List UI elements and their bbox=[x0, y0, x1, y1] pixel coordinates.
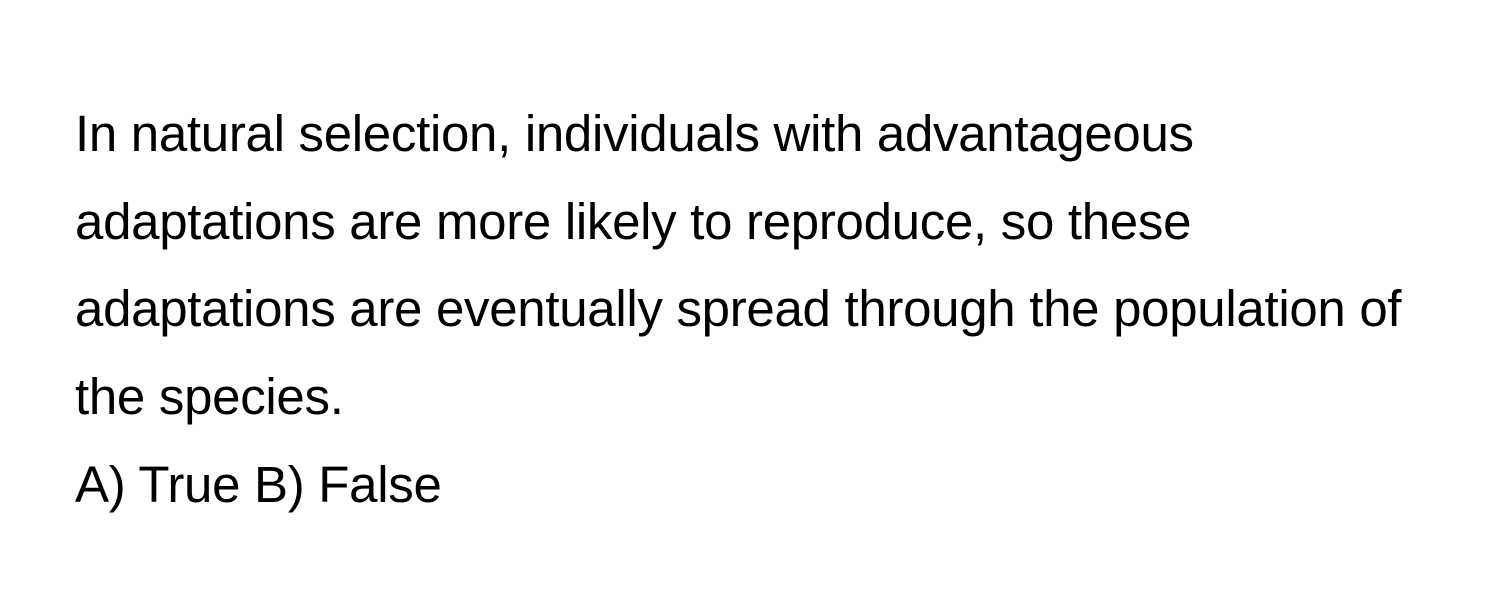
question-text: In natural selection, individuals with a… bbox=[75, 90, 1425, 441]
option-b-label: B) bbox=[254, 456, 304, 513]
option-a[interactable]: A) True bbox=[75, 456, 254, 513]
option-b-text: False bbox=[318, 456, 441, 513]
options-line: A) True B) False bbox=[75, 441, 1425, 529]
option-a-text: True bbox=[138, 456, 240, 513]
question-container: In natural selection, individuals with a… bbox=[75, 90, 1425, 529]
option-b[interactable]: B) False bbox=[254, 456, 442, 513]
option-a-label: A) bbox=[75, 456, 125, 513]
